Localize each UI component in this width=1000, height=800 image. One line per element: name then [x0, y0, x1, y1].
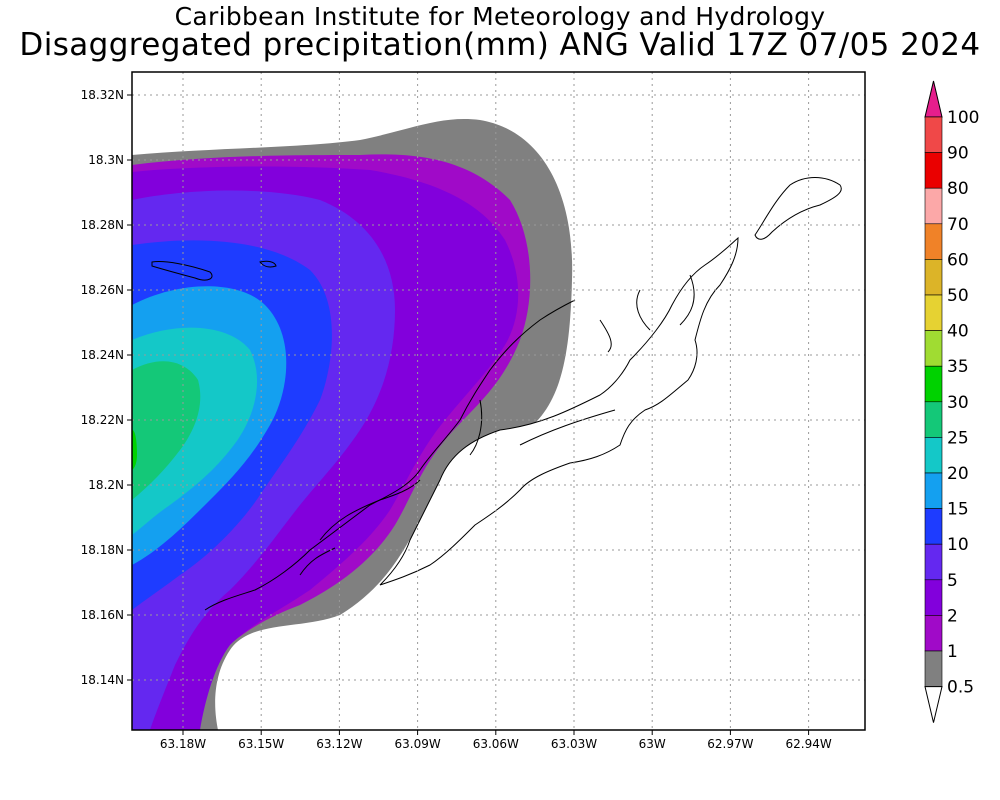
colorbar-swatch [924, 650, 943, 687]
x-tick-label: 62.94W [785, 737, 831, 751]
y-tick-label: 18.22N [81, 413, 124, 427]
x-tick-label: 63.06W [473, 737, 519, 751]
x-tick-label: 63.09W [394, 737, 440, 751]
map-subtitle: Disaggregated precipitation(mm) ANG Vali… [19, 27, 981, 63]
colorbar-swatch [924, 437, 943, 474]
y-tick-label: 18.3N [88, 153, 124, 167]
colorbar-label: 60 [947, 250, 969, 270]
map-frame [131, 71, 866, 731]
map-title: Caribbean Institute for Meteorology and … [174, 2, 826, 31]
colorbar-swatch [924, 472, 943, 509]
ridge-lines [469, 274, 695, 456]
y-tick-label: 18.24N [81, 348, 124, 362]
scrub-island [754, 177, 842, 240]
dog-island [151, 261, 213, 281]
colorbar-min-arrow [924, 686, 943, 723]
y-axis: 18.32N 18.3N 18.28N 18.26N 18.24N 18.22N 18.2N… [81, 88, 132, 687]
colorbar: 100 90 80 70 60 50 40 35 30 25 20 15 10 5 2 1 0.5 [924, 80, 979, 723]
colorbar-swatch [924, 116, 943, 153]
y-tick-label: 18.16N [81, 608, 124, 622]
colorbar-label: 90 [947, 144, 969, 164]
contour-25-30mm [132, 361, 201, 500]
colorbar-label: 40 [947, 322, 969, 342]
colorbar-swatch [924, 401, 943, 438]
colorbar-swatch [924, 579, 943, 616]
colorbar-swatch [924, 365, 943, 403]
colorbar-label: 80 [947, 179, 969, 199]
y-tick-label: 18.32N [81, 88, 124, 102]
colorbar-swatch [924, 223, 943, 260]
colorbar-swatch [924, 330, 943, 367]
y-tick-label: 18.2N [88, 478, 124, 492]
colorbar-swatch [924, 543, 943, 581]
anguilla-main-island [379, 236, 739, 586]
graticule [132, 72, 865, 730]
colorbar-swatch [924, 508, 943, 545]
x-tick-label: 63.15W [238, 737, 284, 751]
x-tick-label: 63.03W [551, 737, 597, 751]
y-tick-label: 18.28N [81, 218, 124, 232]
southwest-coast [204, 299, 576, 611]
colorbar-label: 100 [947, 108, 979, 128]
colorbar-label: 15 [947, 500, 969, 520]
colorbar-swatch [924, 615, 943, 652]
y-tick-label: 18.14N [81, 673, 124, 687]
colorbar-label: 2 [947, 606, 958, 626]
colorbar-label: 1 [947, 642, 958, 662]
x-axis: 63.18W 63.15W 63.12W 63.09W 63.06W 63.03W 63W 6… [160, 730, 832, 751]
colorbar-swatch [924, 259, 943, 296]
colorbar-label: 30 [947, 393, 969, 413]
colorbar-label: 35 [947, 357, 969, 377]
colorbar-swatch [924, 152, 943, 189]
x-tick-label: 63.18W [160, 737, 206, 751]
colorbar-label: 20 [947, 464, 969, 484]
colorbar-label: 0.5 [947, 678, 974, 698]
y-tick-label: 18.26N [81, 283, 124, 297]
precipitation-field [132, 119, 842, 730]
x-tick-label: 63.12W [316, 737, 362, 751]
y-tick-label: 18.18N [81, 543, 124, 557]
x-tick-label: 62.97W [707, 737, 753, 751]
colorbar-swatch [924, 187, 943, 225]
colorbar-label: 25 [947, 428, 969, 448]
colorbar-label: 50 [947, 286, 969, 306]
contour-30-35mm [132, 430, 137, 470]
colorbar-swatch [924, 294, 943, 331]
colorbar-label: 5 [947, 571, 958, 591]
prickly-pear-cays [259, 260, 277, 268]
colorbar-label: 70 [947, 215, 969, 235]
colorbar-label: 10 [947, 535, 969, 555]
colorbar-max-arrow [924, 80, 943, 118]
x-tick-label: 63W [639, 737, 666, 751]
